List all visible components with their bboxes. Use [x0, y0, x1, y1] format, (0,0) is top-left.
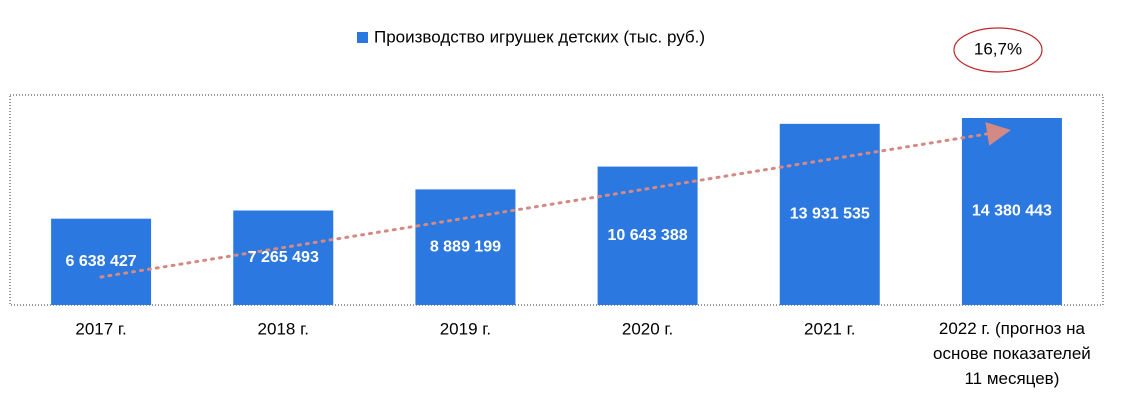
bar	[779, 123, 880, 305]
bars	[51, 118, 1062, 305]
value-labels: 6 638 427 7 265 493 8 889 199 10 643 388 13 …	[65, 203, 1052, 270]
x-tick-label: 2019 г.	[440, 319, 491, 338]
annotation: 16,7%	[974, 39, 1022, 58]
value-label: 10 643 388	[608, 227, 688, 244]
x-tick-label: 2018 г.	[258, 319, 309, 338]
x-tick-label: 2020 г.	[622, 319, 673, 338]
bar	[51, 218, 152, 305]
bar	[233, 210, 334, 305]
value-label: 6 638 427	[65, 253, 136, 270]
trend-arrow	[99, 122, 1011, 279]
value-label: 7 265 493	[248, 249, 319, 266]
value-label: 8 889 199	[430, 238, 501, 255]
legend-swatch	[357, 32, 368, 43]
bar	[961, 118, 1062, 305]
bar	[415, 189, 516, 305]
x-tick-label: 2017 г.	[75, 319, 126, 338]
x-tick-label: 2022 г. (прогноз на основе показателей 11 …	[933, 319, 1091, 388]
legend-label: Производство игрушек детских (тыс. руб.)	[374, 27, 705, 46]
value-label: 14 380 443	[972, 203, 1052, 220]
plot-frame	[9, 94, 1104, 306]
x-tick-label: 2021 г.	[804, 319, 855, 338]
annotation-ellipse	[953, 27, 1043, 73]
value-label: 13 931 535	[790, 206, 870, 223]
